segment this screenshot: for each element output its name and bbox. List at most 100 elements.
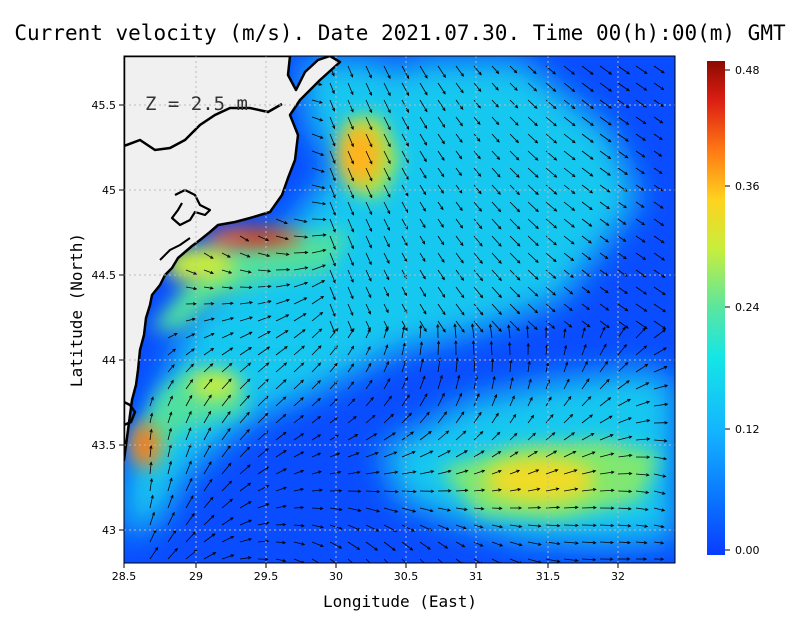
velocity-vector <box>491 82 499 91</box>
velocity-vector <box>365 167 373 181</box>
velocity-vector <box>185 379 193 390</box>
velocity-vector <box>509 218 520 230</box>
velocity-vector <box>383 286 389 297</box>
velocity-vector <box>473 524 483 528</box>
velocity-vector-head <box>266 346 271 350</box>
velocity-vector <box>581 218 592 227</box>
velocity-vector-head <box>623 188 628 192</box>
velocity-vector <box>581 320 591 328</box>
velocity-vector-head <box>246 394 251 399</box>
velocity-vector <box>149 429 152 441</box>
velocity-vector <box>275 468 287 475</box>
velocity-vector-head <box>514 104 519 109</box>
velocity-vector <box>527 269 539 280</box>
velocity-vector <box>509 541 522 546</box>
velocity-vector-head <box>590 139 594 143</box>
velocity-vector <box>383 490 398 493</box>
velocity-vector <box>329 452 340 458</box>
velocity-vector-head <box>640 204 645 208</box>
velocity-vector <box>581 414 593 424</box>
velocity-vector-head <box>534 450 538 455</box>
velocity-vector <box>293 558 305 563</box>
velocity-vector-head <box>488 323 493 328</box>
velocity-vector <box>508 325 511 339</box>
velocity-vector-head <box>322 233 327 237</box>
velocity-vector <box>509 451 518 458</box>
velocity-vector <box>473 116 481 125</box>
velocity-vector-head <box>350 381 355 385</box>
velocity-vector <box>383 167 391 181</box>
velocity-vector <box>347 434 358 441</box>
velocity-vector-head <box>604 360 609 365</box>
velocity-vector-head <box>442 107 446 112</box>
chart-title: Current velocity (m/s). Date 2021.07.30.… <box>14 21 786 45</box>
velocity-vector <box>617 303 628 312</box>
velocity-vector-head <box>300 362 305 366</box>
velocity-vector <box>419 184 427 195</box>
velocity-vector-head <box>464 469 469 473</box>
velocity-vector <box>653 133 663 140</box>
velocity-vector <box>437 430 449 441</box>
velocity-vector-head <box>369 194 373 199</box>
velocity-vector-head <box>534 139 539 144</box>
velocity-vector <box>527 451 538 458</box>
velocity-vector-head <box>367 345 371 350</box>
velocity-vector <box>527 415 534 424</box>
velocity-vector-head <box>551 308 556 313</box>
velocity-vector <box>401 360 407 373</box>
velocity-vector-head <box>563 328 567 332</box>
velocity-vector-head <box>322 202 327 206</box>
velocity-vector <box>365 524 379 532</box>
velocity-vector <box>473 150 481 159</box>
velocity-vector <box>221 363 233 373</box>
velocity-vector-head <box>149 477 154 482</box>
depth-label: Z = 2.5 m <box>145 93 248 115</box>
velocity-vector-head <box>536 487 541 491</box>
velocity-vector <box>239 412 250 424</box>
velocity-vector <box>257 252 270 257</box>
velocity-vector <box>311 133 323 139</box>
velocity-vector-head <box>354 434 359 438</box>
velocity-vector <box>365 397 374 407</box>
velocity-vector <box>635 235 646 243</box>
velocity-vector <box>365 507 380 512</box>
velocity-vector-head <box>192 302 197 306</box>
velocity-vector-head <box>386 227 390 231</box>
velocity-vector-head <box>552 275 557 279</box>
velocity-vector-head <box>590 432 595 437</box>
velocity-vector <box>347 133 354 147</box>
velocity-vector <box>527 218 539 229</box>
y-tick-label: 45.5 <box>92 99 117 112</box>
colorbar-tick-label: 0.48 <box>735 64 760 77</box>
velocity-vector-head <box>404 258 408 263</box>
velocity-vector <box>491 218 502 230</box>
velocity-vector-head <box>556 541 561 546</box>
velocity-vector-head <box>462 526 467 530</box>
velocity-vector-head <box>300 451 305 455</box>
velocity-vector-head <box>610 506 615 510</box>
velocity-vector <box>581 235 592 244</box>
velocity-vector-head <box>497 191 501 195</box>
velocity-vector-head <box>442 311 446 316</box>
velocity-vector <box>347 116 354 130</box>
velocity-vector-head <box>625 138 629 142</box>
velocity-vector-head <box>267 284 272 289</box>
velocity-vector <box>383 184 391 198</box>
velocity-vector <box>455 411 465 424</box>
velocity-vector-head <box>229 498 233 503</box>
velocity-vector-head <box>376 489 381 494</box>
velocity-vector <box>635 150 645 158</box>
velocity-vector <box>419 218 426 228</box>
velocity-vector <box>401 394 410 407</box>
velocity-vector-head <box>608 71 613 75</box>
velocity-vector-head <box>496 431 501 436</box>
velocity-vector <box>401 150 409 163</box>
velocity-vector-head <box>320 295 325 300</box>
velocity-vector-head <box>605 239 609 243</box>
velocity-vector <box>455 235 464 246</box>
velocity-vector-head <box>495 412 499 417</box>
velocity-vector-head <box>459 106 464 110</box>
velocity-vector-head <box>477 88 482 93</box>
velocity-vector-head <box>589 173 594 177</box>
velocity-vector-head <box>394 490 399 494</box>
